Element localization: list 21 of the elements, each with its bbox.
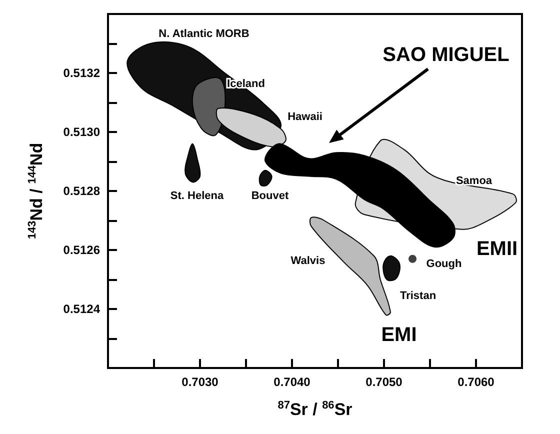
y-tick-label: 0.5124 bbox=[63, 302, 100, 316]
series-label: Hawaii bbox=[288, 111, 322, 123]
series-label: Gough bbox=[426, 258, 462, 270]
series-label: Walvis bbox=[290, 255, 326, 267]
annotation: EMII bbox=[476, 238, 518, 260]
y-tick-label: 0.5130 bbox=[63, 125, 100, 139]
series-label: St. Helena bbox=[170, 190, 224, 202]
series-label: Bouvet bbox=[251, 190, 289, 202]
text: SAO MIGUEL bbox=[382, 44, 510, 66]
annotation: EMI bbox=[381, 324, 417, 346]
series-label: Samoa bbox=[456, 175, 493, 187]
y-tick-label: 0.5132 bbox=[63, 66, 100, 80]
y-tick-label: 0.5128 bbox=[63, 184, 100, 198]
x-tick-label: 0.7050 bbox=[366, 375, 403, 389]
x-tick-label: 0.7030 bbox=[182, 375, 219, 389]
x-tick-label: 0.7040 bbox=[274, 375, 311, 389]
y-axis-title: 143Nd / 144Nd bbox=[26, 142, 46, 240]
series-label: Tristan bbox=[400, 290, 436, 302]
series-label: N. Atlantic MORB bbox=[158, 28, 250, 40]
y-tick-label: 0.5126 bbox=[63, 243, 100, 257]
x-tick-label: 0.7060 bbox=[458, 375, 495, 389]
